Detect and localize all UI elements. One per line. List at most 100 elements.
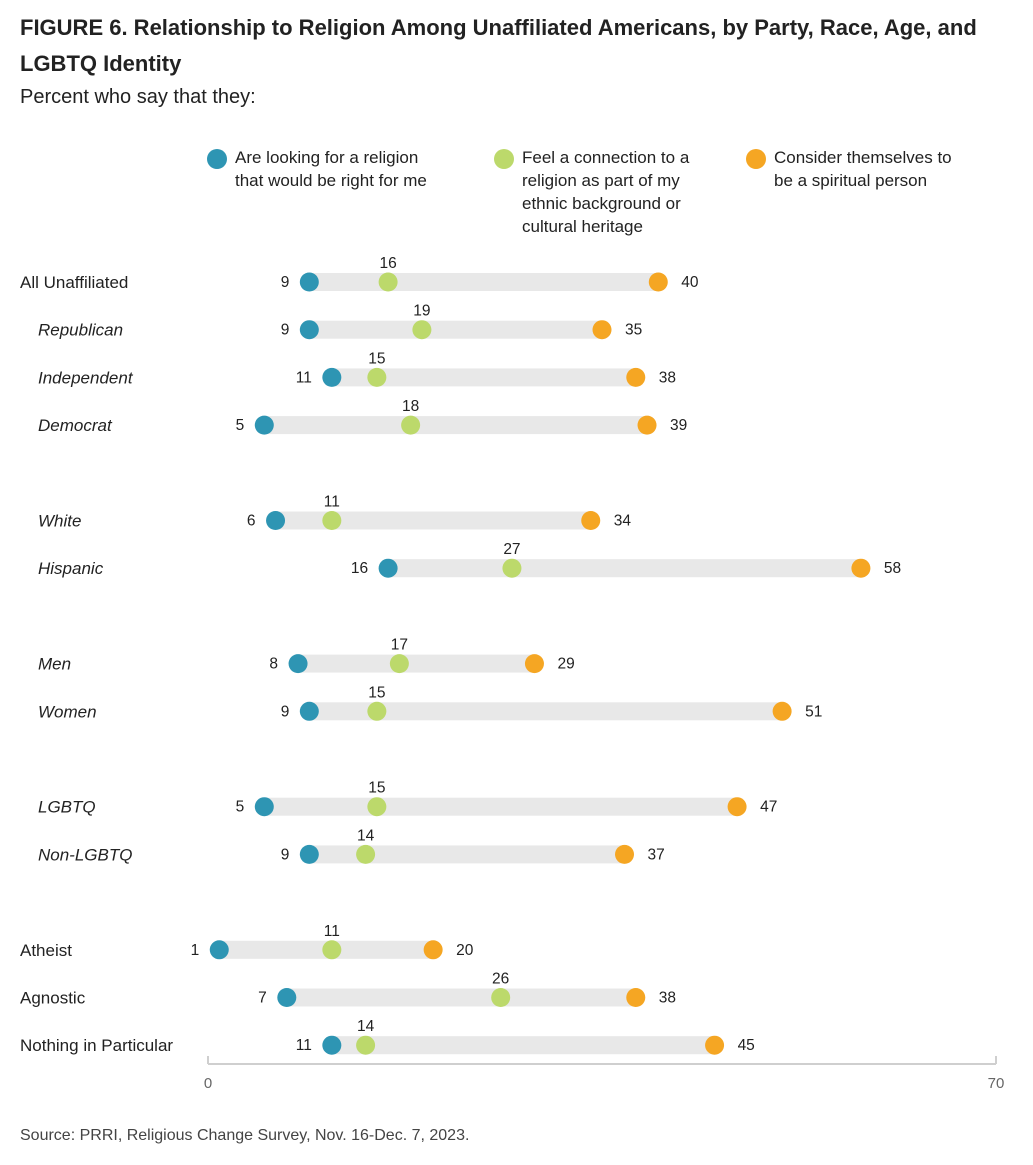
- range-bar: [309, 702, 783, 721]
- point-connection: [322, 511, 342, 530]
- value-label-connection: 15: [368, 684, 385, 701]
- range-bar: [298, 654, 535, 673]
- value-label-spiritual: 40: [681, 274, 699, 291]
- value-label-looking: 9: [281, 322, 290, 339]
- value-label-connection: 15: [368, 350, 385, 367]
- value-label-looking: 9: [281, 274, 290, 291]
- row-label: Republican: [38, 321, 123, 340]
- value-label-connection: 27: [503, 541, 520, 558]
- legend-label-connection: Feel a connection to a religion as part …: [522, 148, 690, 236]
- row-label: Nothing in Particular: [20, 1036, 173, 1055]
- range-bar: [331, 1036, 715, 1055]
- point-spiritual: [648, 272, 668, 292]
- point-looking: [299, 272, 319, 292]
- value-label-spiritual: 51: [805, 703, 822, 720]
- point-spiritual: [626, 988, 646, 1007]
- point-looking: [277, 988, 297, 1007]
- range-bar: [286, 988, 636, 1007]
- point-spiritual: [423, 940, 443, 960]
- point-spiritual: [772, 701, 792, 721]
- point-connection: [367, 701, 387, 721]
- point-connection: [491, 988, 511, 1007]
- value-label-connection: 11: [324, 923, 340, 940]
- value-label-connection: 18: [402, 398, 419, 415]
- value-label-connection: 14: [357, 1018, 375, 1035]
- value-label-looking: 6: [247, 513, 256, 530]
- row-label: Agnostic: [20, 989, 86, 1008]
- legend-swatch-spiritual: [746, 149, 766, 169]
- point-spiritual: [524, 654, 544, 674]
- value-label-looking: 11: [296, 1037, 312, 1054]
- point-looking: [266, 511, 286, 530]
- value-label-connection: 11: [324, 494, 340, 511]
- point-looking: [322, 367, 342, 387]
- range-bar: [309, 320, 602, 339]
- value-label-connection: 15: [368, 780, 385, 797]
- point-looking: [299, 701, 319, 721]
- value-label-spiritual: 39: [670, 417, 687, 434]
- row-label: White: [38, 512, 81, 531]
- point-connection: [322, 940, 342, 960]
- point-looking: [299, 320, 319, 340]
- value-label-spiritual: 45: [738, 1037, 755, 1054]
- row-label: LGBTQ: [38, 798, 96, 817]
- value-label-spiritual: 35: [625, 322, 642, 339]
- range-bar: [388, 559, 861, 578]
- range-bar: [309, 273, 659, 291]
- range-bar: [331, 368, 636, 387]
- legend-label-spiritual: Consider themselves to be a spiritual pe…: [774, 148, 952, 190]
- point-looking: [254, 415, 274, 435]
- row-label: Non-LGBTQ: [38, 845, 132, 864]
- point-looking: [209, 940, 229, 960]
- range-bar: [264, 797, 738, 816]
- range-bar: [264, 416, 648, 435]
- value-label-spiritual: 58: [884, 560, 901, 577]
- point-looking: [288, 654, 308, 674]
- point-spiritual: [637, 415, 657, 435]
- legend-swatch-looking: [207, 149, 227, 169]
- legend-item-spiritual: Consider themselves to be a spiritual pe…: [746, 146, 952, 192]
- legend-swatch-connection: [494, 149, 514, 169]
- value-label-looking: 5: [236, 799, 245, 816]
- legend-item-looking: Are looking for a religion that would be…: [207, 146, 427, 192]
- value-label-looking: 9: [281, 703, 290, 720]
- point-connection: [356, 1035, 376, 1055]
- value-label-spiritual: 38: [659, 990, 676, 1007]
- point-connection: [502, 558, 522, 578]
- value-label-looking: 9: [281, 846, 290, 863]
- point-spiritual: [615, 844, 635, 864]
- point-spiritual: [626, 367, 646, 387]
- point-spiritual: [727, 797, 747, 817]
- value-label-spiritual: 47: [760, 799, 777, 816]
- row-label: Hispanic: [38, 559, 104, 578]
- point-connection: [378, 272, 398, 292]
- legend-label-looking: Are looking for a religion that would be…: [235, 148, 427, 190]
- value-label-looking: 1: [191, 942, 200, 959]
- value-label-connection: 19: [413, 303, 430, 320]
- point-spiritual: [581, 511, 601, 530]
- row-label: Democrat: [38, 416, 113, 435]
- row-label: Atheist: [20, 941, 72, 960]
- value-label-connection: 16: [379, 255, 396, 272]
- value-label-connection: 17: [391, 637, 408, 654]
- point-connection: [367, 367, 387, 387]
- point-spiritual: [851, 558, 871, 578]
- point-connection: [412, 320, 432, 340]
- value-label-spiritual: 29: [557, 656, 574, 673]
- value-label-looking: 5: [236, 417, 245, 434]
- row-label: Women: [38, 702, 97, 721]
- value-label-looking: 8: [269, 656, 278, 673]
- point-looking: [322, 1035, 342, 1055]
- row-label: All Unaffiliated: [20, 273, 128, 292]
- chart-title: FIGURE 6. Relationship to Religion Among…: [20, 15, 977, 76]
- value-label-spiritual: 37: [648, 846, 665, 863]
- point-looking: [378, 558, 398, 578]
- value-label-spiritual: 34: [614, 513, 632, 530]
- value-label-spiritual: 20: [456, 942, 474, 959]
- value-label-connection: 14: [357, 827, 375, 844]
- range-bar: [275, 511, 591, 530]
- value-label-spiritual: 38: [659, 369, 676, 386]
- range-bar: [309, 845, 625, 864]
- value-label-looking: 16: [351, 560, 368, 577]
